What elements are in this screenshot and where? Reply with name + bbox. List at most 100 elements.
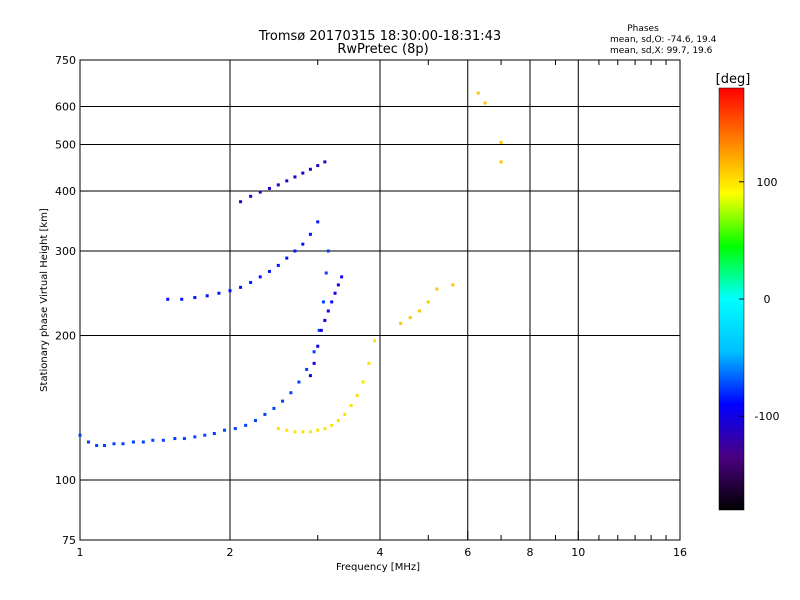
data-point (249, 280, 253, 284)
data-point (293, 175, 297, 179)
colorbar-tick-label: -100 (755, 410, 780, 423)
data-point (399, 321, 403, 325)
x-tick-label: 16 (673, 546, 687, 559)
data-point (323, 160, 327, 164)
data-point (435, 287, 439, 291)
data-point (244, 423, 248, 427)
data-point (499, 140, 503, 144)
data-point (305, 367, 309, 371)
data-point (217, 291, 221, 295)
data-point (263, 412, 267, 416)
data-point (321, 300, 325, 304)
x-tick-label: 6 (464, 546, 471, 559)
data-point (86, 440, 90, 444)
data-point (483, 101, 487, 105)
data-point (499, 160, 503, 164)
x-axis-label: Frequency [MHz] (336, 562, 420, 573)
data-point (308, 167, 312, 171)
data-point (301, 171, 305, 175)
y-tick-label: 300 (55, 245, 76, 258)
data-point (131, 440, 135, 444)
data-point (161, 438, 165, 442)
data-point (276, 263, 280, 267)
data-point (285, 256, 289, 260)
data-point (316, 344, 320, 348)
data-point (141, 440, 145, 444)
legend-line-x: mean, sd,X: 99.7, 19.6 (610, 46, 713, 56)
data-point (193, 296, 197, 300)
colorbar: 100 0 -100 (718, 87, 780, 511)
data-point (193, 435, 197, 439)
chart-title: Tromsø 20170315 18:30:00-18:31:43 (258, 29, 501, 44)
x-tick-label: 2 (227, 546, 234, 559)
data-point (336, 283, 340, 287)
data-point (312, 361, 316, 365)
plot-area: 1 2 4 6 8 10 16 75 100 200 300 400 500 600 750 (55, 54, 687, 559)
y-tick-label: 200 (55, 330, 76, 343)
y-tick-label: 400 (55, 185, 76, 198)
y-tick-label: 600 (55, 101, 76, 114)
data-point (258, 190, 262, 194)
data-point (349, 403, 353, 407)
data-point (324, 271, 328, 275)
data-point (151, 438, 155, 442)
data-point (301, 242, 305, 246)
data-point (267, 269, 271, 273)
data-point (330, 300, 334, 304)
data-point (285, 179, 289, 183)
data-point (166, 297, 170, 301)
data-point (258, 275, 262, 279)
data-point (182, 437, 186, 441)
y-tick-label: 500 (55, 139, 76, 152)
data-point (297, 380, 301, 384)
data-point (333, 291, 337, 295)
data-point (205, 294, 209, 298)
data-point (112, 442, 116, 446)
data-point (367, 361, 371, 365)
data-point (326, 309, 330, 313)
data-point (276, 183, 280, 187)
data-point (319, 328, 323, 332)
data-point (323, 318, 327, 322)
data-point (308, 430, 312, 434)
y-axis-label: Stationary phase Virtual Height [km] (39, 208, 50, 392)
data-point (253, 419, 257, 423)
data-point (340, 275, 344, 279)
x-tick-label: 1 (77, 546, 84, 559)
data-point (312, 350, 316, 354)
chart-subtitle: RwPretec (8p) (337, 42, 428, 57)
data-point (417, 309, 421, 313)
data-point (301, 430, 305, 434)
data-point (239, 200, 243, 204)
data-point (249, 194, 253, 198)
data-point (476, 91, 480, 95)
colorbar-tick-label: 100 (757, 176, 778, 189)
data-point (426, 300, 430, 304)
data-point (451, 283, 455, 287)
data-point (336, 419, 340, 423)
y-tick-label: 100 (55, 474, 76, 487)
y-tick-label: 750 (55, 54, 76, 67)
data-point (267, 186, 271, 190)
data-point (285, 428, 289, 432)
data-point (326, 249, 330, 253)
data-point (95, 444, 99, 448)
legend-line-o: mean, sd,O: -74.6, 19.4 (610, 35, 717, 45)
x-tick-label: 8 (527, 546, 534, 559)
data-point (233, 427, 237, 431)
x-tick-label: 10 (571, 546, 585, 559)
data-point (293, 430, 297, 434)
data-point (239, 285, 243, 289)
data-point (308, 374, 312, 378)
data-point (408, 316, 412, 320)
data-point (293, 249, 297, 253)
data-point (316, 428, 320, 432)
data-point (173, 437, 177, 441)
data-point (276, 427, 280, 431)
data-point (323, 427, 327, 431)
data-point (316, 164, 320, 168)
data-point (373, 339, 377, 343)
data-point (103, 444, 107, 448)
data-point (330, 423, 334, 427)
